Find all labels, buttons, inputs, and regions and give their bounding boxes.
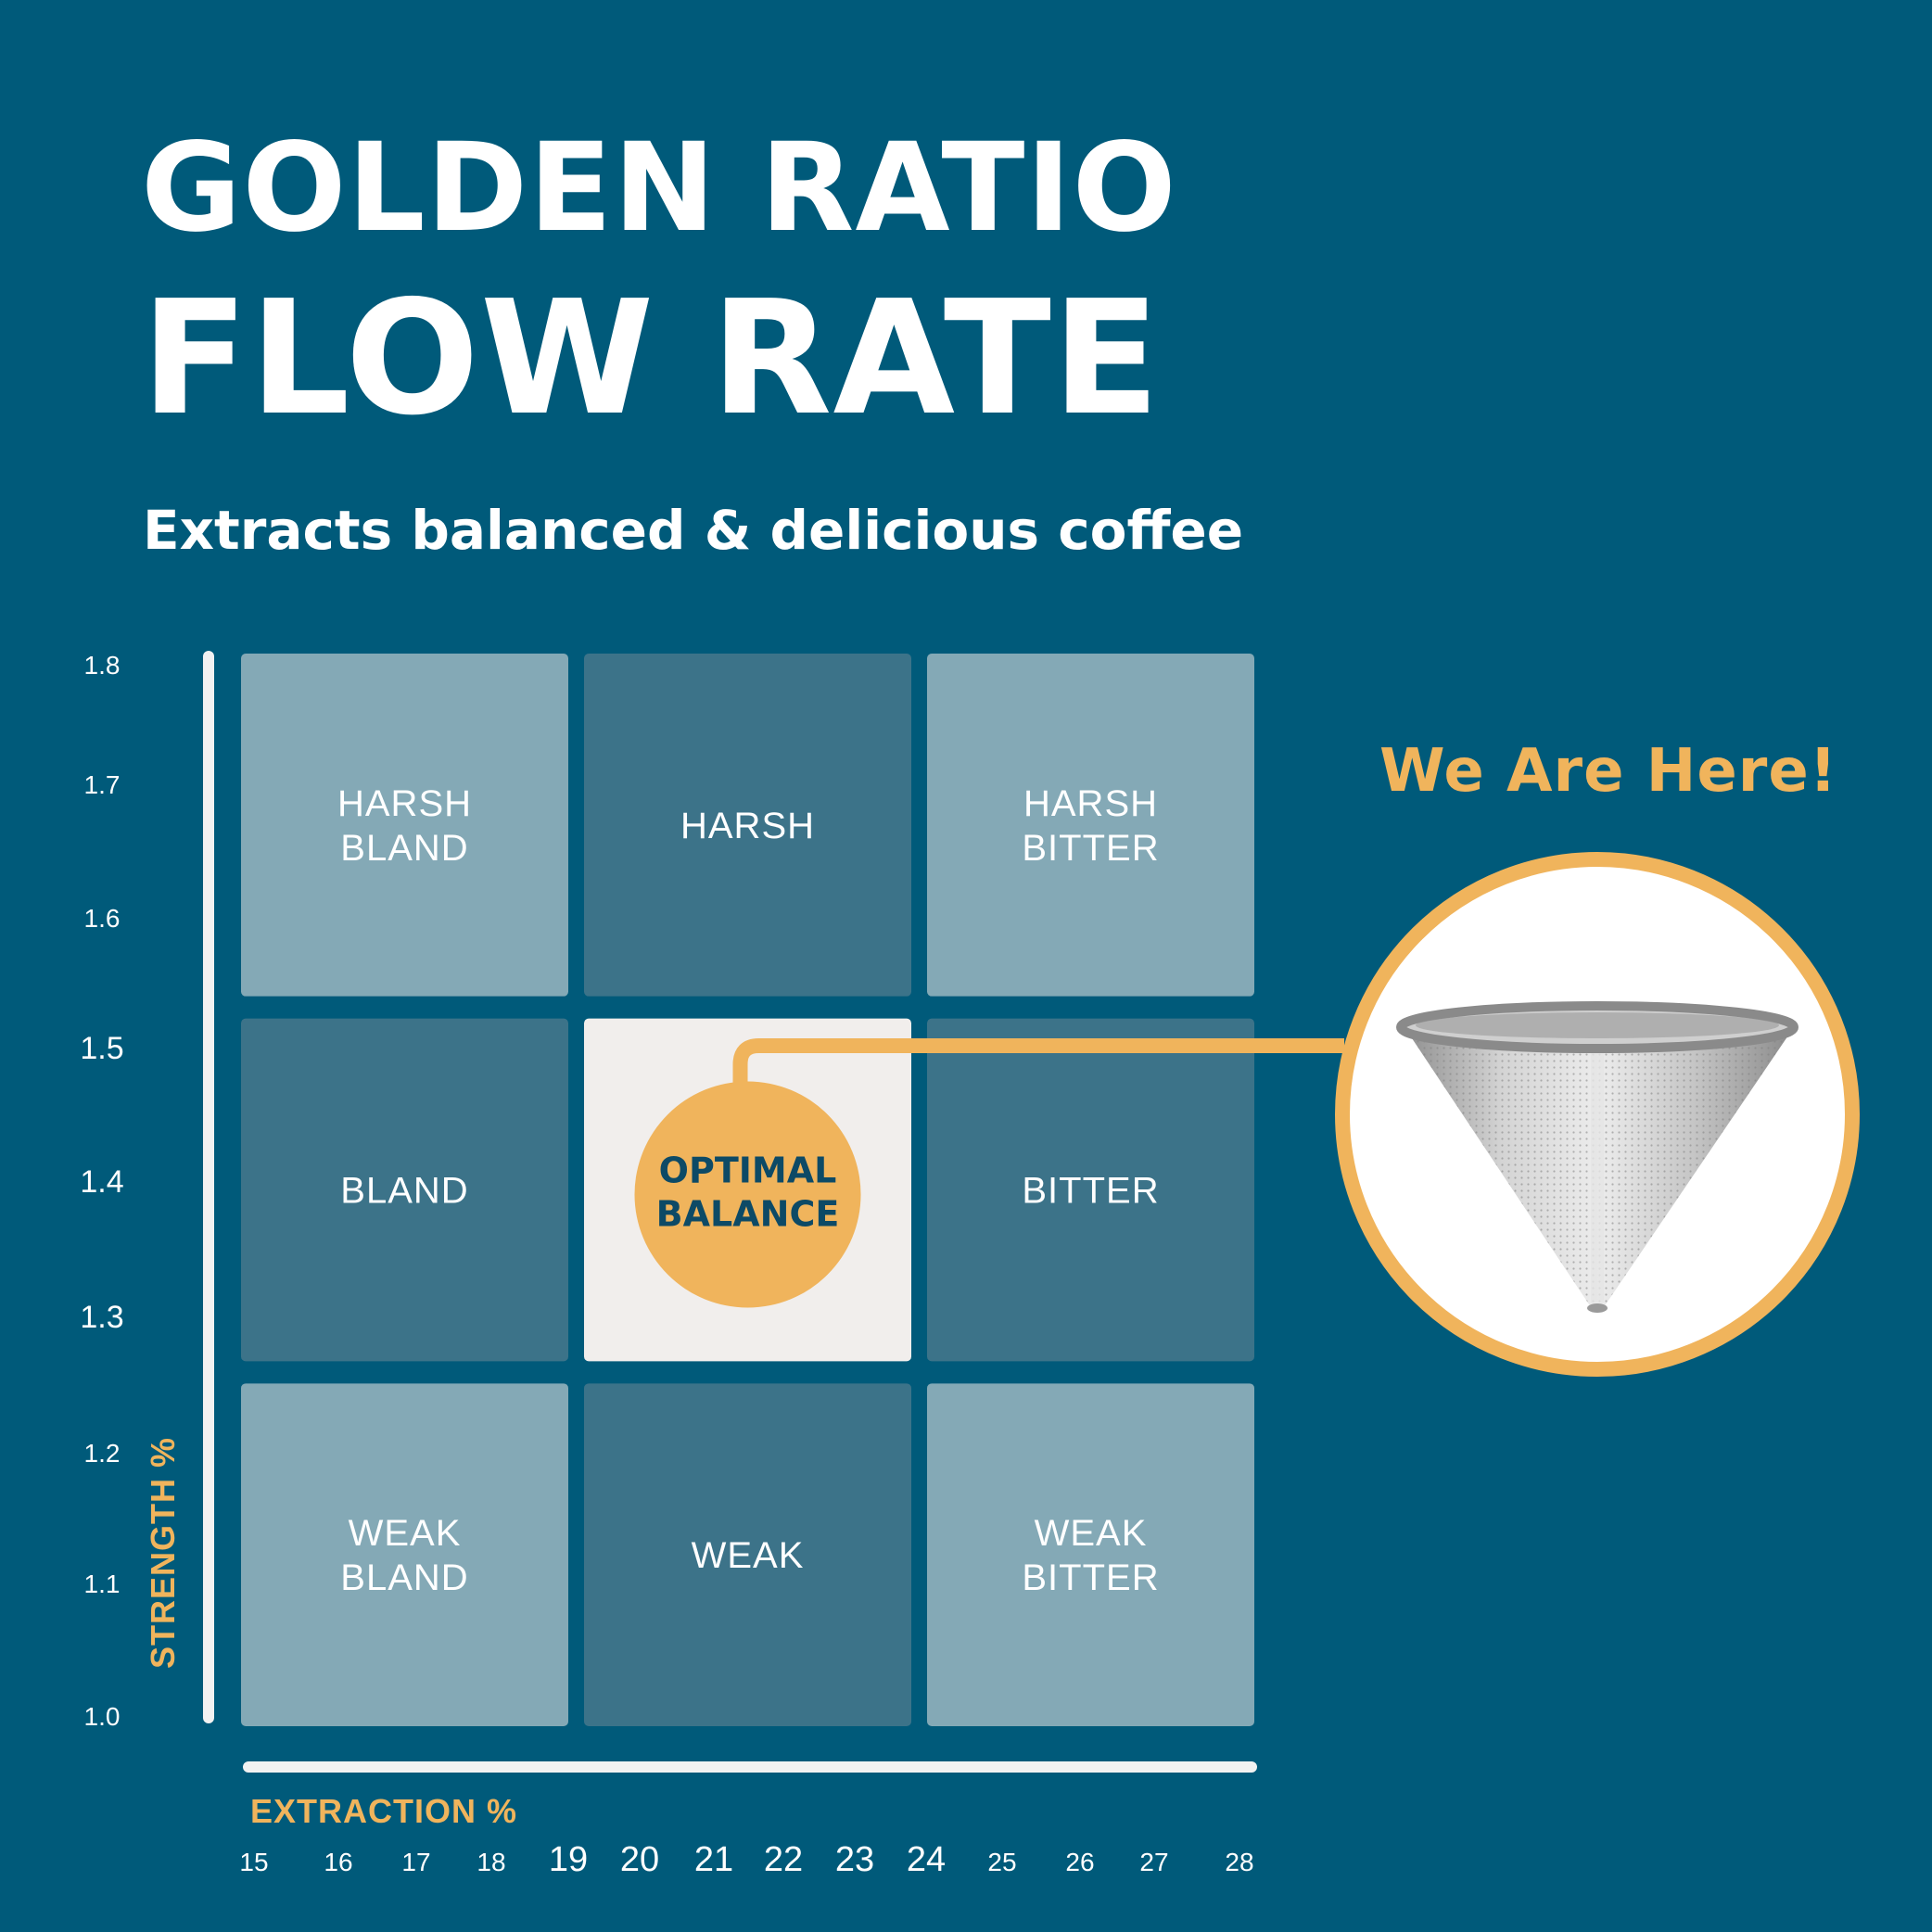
x-tick-label: 18: [477, 1848, 505, 1876]
y-tick-label: 1.5: [80, 1031, 123, 1066]
heatmap-cell: [927, 654, 1254, 997]
cone-filter-icon: [1335, 852, 1860, 1377]
cell-label: BITTER: [1022, 828, 1159, 869]
x-tick-label: 21: [694, 1840, 733, 1879]
x-tick-label: 19: [549, 1840, 588, 1879]
title-line-2: FLOW RATE: [141, 267, 1161, 451]
x-tick-label: 22: [764, 1840, 803, 1879]
cell-label: HARSH: [680, 806, 815, 846]
heatmap-cell: [927, 1383, 1254, 1726]
cell-label: OPTIMAL: [659, 1150, 837, 1191]
callout-connector: [732, 1038, 1344, 1083]
x-tick-label: 23: [835, 1840, 874, 1879]
x-tick-label: 28: [1225, 1848, 1253, 1876]
x-tick-label: 15: [239, 1848, 268, 1876]
connector-line: [732, 1038, 1344, 1083]
heatmap-cell: [584, 654, 911, 997]
heatmap-cell: [241, 1383, 568, 1726]
x-tick-label: 25: [987, 1848, 1016, 1876]
optimal-balance-marker: [634, 1081, 861, 1308]
heatmap-cell: [241, 1018, 568, 1362]
cell-label: HARSH: [337, 783, 472, 824]
y-tick-label: 1.8: [84, 651, 121, 680]
x-tick-label: 27: [1139, 1848, 1168, 1876]
cell-label: BLAND: [340, 1557, 468, 1598]
filter-inner-rim: [1416, 1012, 1779, 1038]
y-tick-label: 1.2: [84, 1439, 121, 1468]
heatmap-cell: [241, 654, 568, 997]
y-axis-title: STRENGTH %: [144, 1437, 182, 1669]
heatmap-cell: [584, 1383, 911, 1726]
y-tick-label: 1.6: [84, 904, 121, 933]
x-tick-label: 24: [907, 1840, 946, 1879]
we-are-here-callout: We Are Here!: [1379, 737, 1837, 806]
cell-label: WEAK: [349, 1513, 462, 1554]
y-tick-label: 1.3: [80, 1300, 123, 1335]
cell-label: BLAND: [340, 828, 468, 869]
cell-label: BLAND: [340, 1171, 468, 1212]
x-tick-label: 20: [620, 1840, 659, 1879]
cell-label: BITTER: [1022, 1557, 1159, 1598]
cell-label: BALANCE: [656, 1194, 840, 1235]
cell-label: BITTER: [1022, 1171, 1159, 1212]
x-axis-title: EXTRACTION %: [250, 1792, 517, 1830]
subtitle: Extracts balanced & delicious coffee: [143, 499, 1244, 562]
y-tick-label: 1.7: [84, 770, 121, 799]
title-line-1: GOLDEN RATIO: [141, 117, 1177, 260]
cell-label: WEAK: [692, 1535, 805, 1576]
x-tick-label: 17: [401, 1848, 430, 1876]
x-tick-label: 16: [324, 1848, 352, 1876]
y-tick-label: 1.4: [80, 1164, 123, 1200]
heatmap-cell: [927, 1018, 1254, 1362]
y-tick-label: 1.0: [84, 1702, 121, 1731]
filter-tip: [1587, 1303, 1608, 1313]
chart-axes: 1.8 1.7 1.6 1.5 1.4 1.3 1.2 1.1 1.0 15 16 17 18 19 20 2…: [80, 651, 1257, 1879]
x-tick-label: 26: [1065, 1848, 1094, 1876]
cell-label: WEAK: [1035, 1513, 1148, 1554]
y-tick-label: 1.1: [84, 1570, 121, 1598]
cell-label: HARSH: [1023, 783, 1158, 824]
